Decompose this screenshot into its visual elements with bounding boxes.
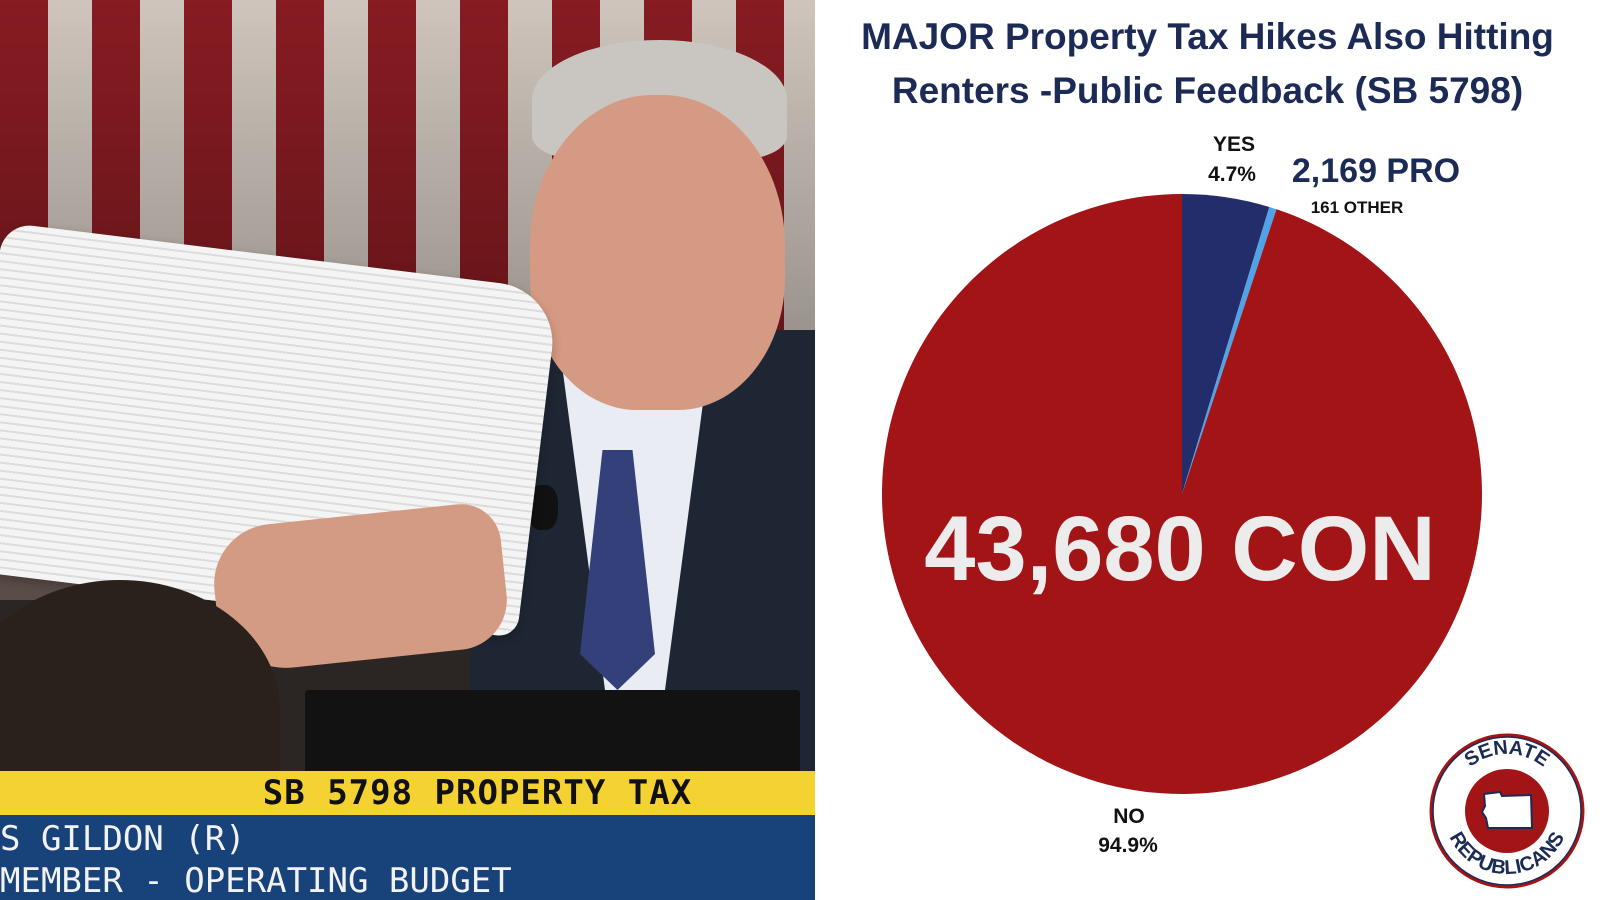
other-count-label: 161 OTHER: [1311, 198, 1404, 217]
chyron-name: S GILDON (R): [0, 819, 246, 859]
yes-label: YES: [1213, 133, 1255, 156]
washington-state-icon: [1480, 790, 1534, 829]
pro-count-label: 2,169 PRO: [1292, 152, 1460, 190]
chart-title-line-2: Renters -Public Feedback (SB 5798): [891, 70, 1524, 111]
senator-head: [530, 95, 785, 410]
pie-slice-no: [882, 194, 1483, 794]
yes-percent-label: 4.7%: [1208, 163, 1256, 186]
chyron-title-bar: SB 5798 PROPERTY TAX: [0, 771, 815, 815]
chart-title: MAJOR Property Tax Hikes Also Hitting Re…: [815, 10, 1600, 118]
con-count-label: 43,680 CON: [924, 498, 1435, 600]
pie-slice-other: [1182, 206, 1277, 494]
senate-republicans-logo: SENATE REPUBLICANS: [1429, 733, 1585, 889]
no-percent-label: 94.9%: [1098, 834, 1158, 857]
pie-slice-yes: [1182, 194, 1270, 494]
chyron-role: MEMBER - OPERATING BUDGET: [0, 861, 512, 900]
hearing-photo: SB 5798 PROPERTY TAX S GILDON (R) MEMBER…: [0, 0, 815, 900]
chyron-title: SB 5798 PROPERTY TAX: [262, 773, 693, 813]
chyron-name-bar: S GILDON (R) MEMBER - OPERATING BUDGET: [0, 815, 815, 900]
chart-title-line-1: MAJOR Property Tax Hikes Also Hitting: [861, 16, 1554, 57]
no-label: NO: [1113, 805, 1145, 828]
